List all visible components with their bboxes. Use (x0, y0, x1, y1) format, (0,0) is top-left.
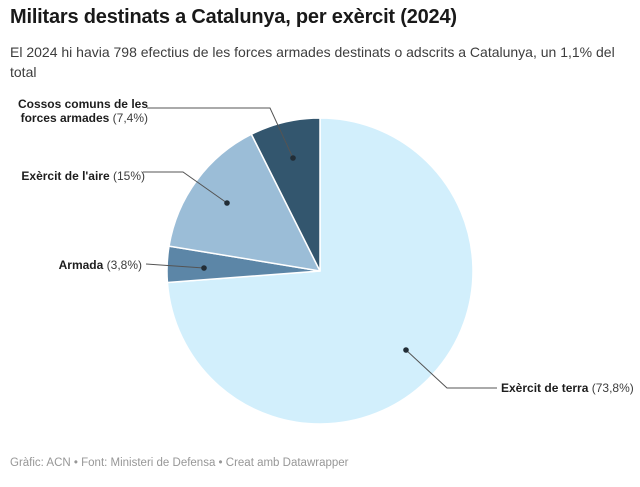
callout-label-exercit-de-terra: Exèrcit de terra (73,8%) (501, 381, 634, 395)
slice-percentage: (7,4%) (112, 111, 148, 125)
callout-label-exercit-de-l-aire: Exèrcit de l'aire (15%) (0, 169, 145, 183)
slice-label: Cossos comuns de les forces armades (17, 97, 148, 125)
callout-label-cossos-comuns: Cossos comuns de les forces armades (7,4… (0, 97, 148, 125)
chart-title: Militars destinats a Catalunya, per exèr… (10, 6, 457, 28)
slice-label: Exèrcit de terra (501, 381, 589, 395)
slice-label: Exèrcit de l'aire (21, 169, 110, 183)
slice-percentage: (3,8%) (106, 258, 142, 272)
pie-chart (166, 117, 474, 425)
slice-label: Armada (58, 258, 104, 272)
callout-label-armada: Armada (3,8%) (0, 258, 142, 272)
chart-byline: Gràfic: ACN • Font: Ministeri de Defensa… (10, 457, 349, 469)
slice-percentage: (73,8%) (591, 381, 634, 395)
slice-percentage: (15%) (112, 169, 145, 183)
chart-subtitle: El 2024 hi havia 798 efectius de les for… (10, 44, 615, 80)
